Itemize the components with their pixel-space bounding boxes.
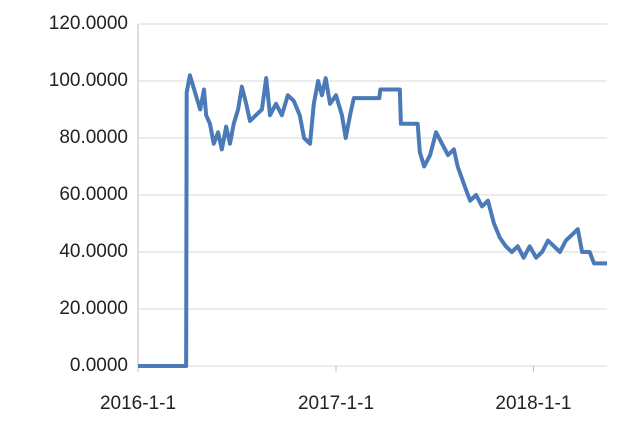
- x-tick-label: 2017-1-1: [298, 393, 374, 414]
- x-tick-label: 2016-1-1: [100, 393, 176, 414]
- y-tick-label: 120.0000: [49, 13, 128, 34]
- data-line: [138, 73, 607, 368]
- y-tick-label: 20.0000: [59, 298, 128, 319]
- y-tick-label: 0.0000: [70, 355, 128, 376]
- y-tick-label: 60.0000: [59, 184, 128, 205]
- y-tick-label: 80.0000: [59, 127, 128, 148]
- y-tick-label: 100.0000: [49, 70, 128, 91]
- x-tick-label: 2018-1-1: [495, 393, 571, 414]
- y-tick-label: 40.0000: [59, 241, 128, 262]
